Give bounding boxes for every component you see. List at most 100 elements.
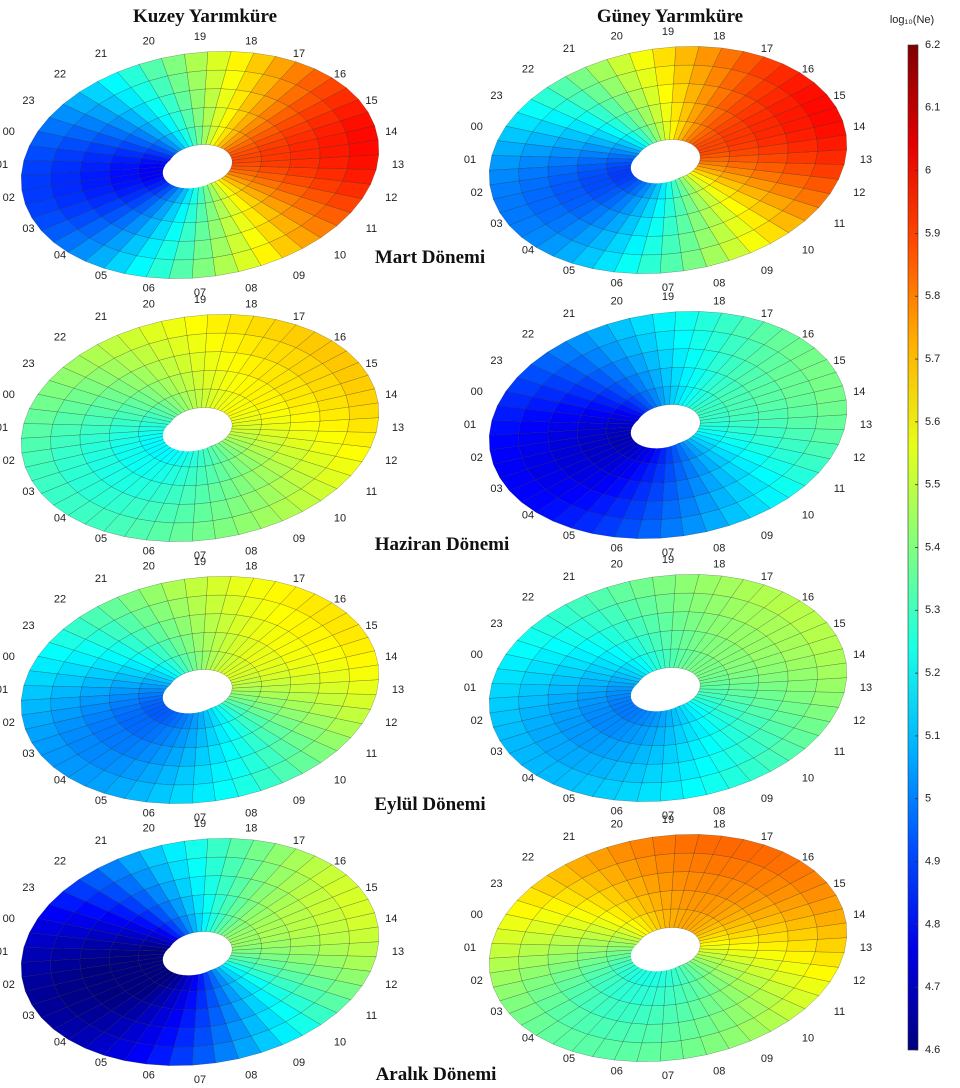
surface-cell [652,574,677,596]
hour-label: 03 [490,746,502,758]
hour-label: 09 [293,533,305,545]
hour-label: 07 [194,812,206,824]
hour-label: 18 [713,30,725,42]
hour-label: 19 [194,556,206,568]
hour-label: 18 [245,560,257,572]
surface-hole [162,414,223,452]
hour-label: 22 [54,68,66,80]
hour-label: 00 [471,121,483,133]
hour-label: 19 [662,814,674,826]
hour-label: 06 [611,278,623,290]
hour-label: 02 [3,455,15,467]
hour-label: 03 [22,223,34,235]
hour-label: 20 [611,30,623,42]
hour-label: 05 [95,1057,107,1069]
hour-label: 03 [22,1010,34,1022]
surface-cell [816,662,847,680]
hour-label: 04 [522,772,534,784]
hour-label: 01 [0,422,8,434]
hour-label: 17 [293,835,305,847]
hour-label: 01 [464,419,476,431]
hour-label: 16 [334,855,346,867]
hour-label: 17 [293,573,305,585]
colorbar-tick-label: 4.9 [925,855,940,867]
surface-cell [348,664,379,682]
surface-cell [348,139,379,157]
surface-cell [659,517,684,539]
hour-label: 10 [802,772,814,784]
hour-label: 22 [522,328,534,340]
hour-label: 03 [22,486,34,498]
hour-label: 11 [834,483,845,495]
hour-label: 15 [833,90,845,102]
hour-label: 04 [54,774,66,786]
hour-label: 19 [194,31,206,43]
colorbar-tick-label: 5.9 [925,227,940,239]
hour-label: 07 [662,810,674,822]
hour-label: 14 [385,389,397,401]
surface-hole [630,411,691,449]
hour-label: 17 [761,43,773,55]
hour-label: 15 [833,878,845,890]
surface-cell [184,51,209,73]
hour-label: 13 [860,682,872,694]
hour-label: 00 [471,386,483,398]
hour-label: 01 [464,154,476,166]
colorbar-tick-label: 4.8 [925,918,940,930]
row-title: Aralık Dönemi [376,1064,497,1085]
hour-label: 13 [860,154,872,166]
hour-label: 17 [293,48,305,60]
surface [21,51,379,279]
hour-label: 15 [833,355,845,367]
hour-label: 23 [22,882,34,894]
hour-label: 16 [334,68,346,80]
hour-label: 04 [522,509,534,521]
hour-label: 08 [245,546,257,558]
hour-label: 10 [334,774,346,786]
surface-cell [659,1040,684,1062]
surface-cell [191,520,216,542]
hour-label: 12 [853,452,865,464]
hour-label: 02 [471,975,483,987]
hour-label: 00 [3,389,15,401]
hour-label: 11 [834,218,845,230]
colorbar-tick-label: 5.8 [925,290,940,302]
hour-label: 13 [392,684,404,696]
hour-label: 14 [385,651,397,663]
hour-label: 18 [245,822,257,834]
hour-label: 23 [490,90,502,102]
hour-label: 19 [662,554,674,566]
hour-label: 14 [385,913,397,925]
hour-label: 03 [22,748,34,760]
hour-label: 01 [464,942,476,954]
hour-label: 20 [143,560,155,572]
hour-label: 20 [143,298,155,310]
hour-label: 00 [471,909,483,921]
hour-label: 21 [563,308,575,320]
hour-label: 09 [293,270,305,282]
hour-label: 03 [490,483,502,495]
hour-label: 05 [95,795,107,807]
hour-label: 21 [95,573,107,585]
hour-label: 02 [3,979,15,991]
surface [489,834,847,1062]
surface-cell [652,834,677,856]
hour-label: 13 [860,942,872,954]
hour-label: 06 [143,546,155,558]
hour-label: 20 [611,818,623,830]
hour-label: 14 [853,649,865,661]
surface-hole [630,146,691,184]
hour-label: 09 [293,1057,305,1069]
hour-label: 00 [3,651,15,663]
hour-label: 10 [334,512,346,524]
hour-label: 17 [761,308,773,320]
colorbar-tick-label: 4.7 [925,981,940,993]
hour-label: 15 [365,95,377,107]
hour-label: 04 [522,1032,534,1044]
surface-cell [816,399,847,417]
hour-label: 01 [0,159,8,171]
surface [489,574,847,802]
hour-label: 03 [490,218,502,230]
colorbar-tick-label: 5.7 [925,353,940,365]
colorbar-label: log₁₀(Ne) [890,14,934,26]
